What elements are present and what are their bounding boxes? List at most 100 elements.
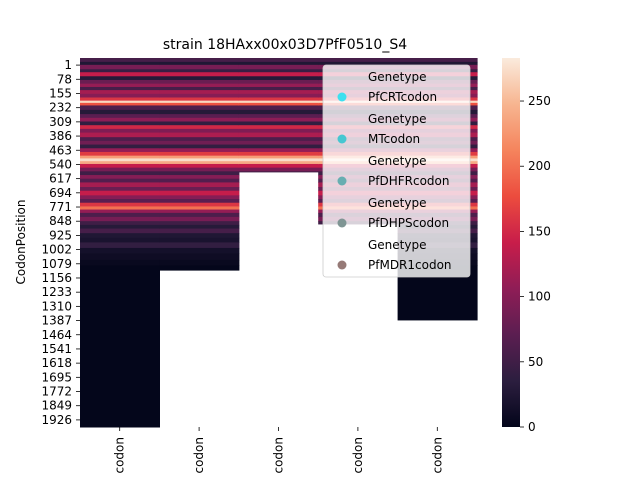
heatmap-cell: [80, 58, 160, 63]
heatmap-cell: [159, 242, 240, 249]
colorbar-bar: [502, 58, 520, 427]
legend-frame: [322, 64, 471, 278]
y-tick-label: 1156: [41, 271, 72, 285]
y-tick-label: 1079: [41, 257, 72, 271]
heatmap-cell: [318, 58, 399, 63]
legend-header: Genetype: [368, 112, 426, 126]
legend-marker: [337, 92, 347, 102]
heatmap-cell: [159, 114, 240, 119]
heatmap-cell: [238, 93, 319, 98]
heatmap-cell: [238, 90, 319, 95]
heatmap-cell: [80, 83, 160, 88]
heatmap-cell: [80, 221, 160, 226]
heatmap-cell: [80, 247, 160, 254]
y-tick-label: 1233: [41, 285, 72, 299]
heatmap-cell: [397, 58, 478, 63]
heatmap-cell: [238, 151, 319, 157]
y-tick-label: 1772: [41, 385, 72, 399]
y-tick-label: 155: [49, 86, 72, 100]
heatmap-cell: [159, 79, 240, 85]
heatmap-cell: [159, 97, 240, 102]
heatmap-cell: [80, 182, 160, 188]
legend-label: PfCRTcodon: [368, 90, 437, 104]
heatmap-cell: [80, 148, 160, 153]
heatmap-cell: [159, 182, 240, 188]
x-tick-label: codon: [113, 437, 127, 474]
heatmap-cell: [80, 61, 160, 66]
y-tick-label: 309: [49, 115, 72, 129]
colorbar-tick-label: 250: [528, 94, 551, 108]
heatmap-cell: [238, 76, 319, 81]
y-tick-label: 1387: [41, 314, 72, 328]
legend-label: PfDHFRcodon: [368, 174, 449, 188]
heatmap-cell: [80, 233, 160, 239]
heatmap-cell: [80, 216, 160, 222]
heatmap-cell: [318, 61, 399, 66]
heatmap-cell: [159, 206, 240, 211]
colorbar: 0 50 100 150 200 250: [502, 58, 551, 434]
heatmap-cell: [238, 161, 319, 165]
legend-label: MTcodon: [368, 132, 420, 146]
heatmap-cell: [238, 86, 319, 91]
heatmap-cell: [238, 148, 319, 153]
heatmap-cell: [80, 178, 160, 183]
y-tick-label: 1310: [41, 299, 72, 313]
heatmap-cell: [80, 144, 160, 149]
x-tick-label: codon: [192, 437, 206, 474]
heatmap-cell: [80, 206, 160, 211]
heatmap-cell: [159, 158, 240, 162]
y-tick-label: 1: [64, 58, 72, 72]
heatmap-cell: [159, 69, 240, 73]
y-tick-label: 1002: [41, 243, 72, 257]
heatmap-cell: [159, 151, 240, 157]
heatmap-cell: [159, 86, 240, 91]
x-axis: codon codon codon codon codon: [113, 427, 444, 474]
heatmap-cell: [238, 140, 319, 146]
heatmap-cell: [80, 114, 160, 119]
heatmap-cell: [80, 259, 160, 266]
heatmap-cell: [159, 259, 240, 266]
heatmap-cell: [159, 175, 240, 180]
heatmap-cell: [80, 167, 160, 172]
heatmap-cell: [80, 224, 160, 230]
heatmap-cell: [238, 144, 319, 149]
heatmap-cell: [159, 224, 240, 230]
legend-header: Genetype: [368, 154, 426, 168]
y-tick-label: 1695: [41, 370, 72, 384]
heatmap-cell: [80, 242, 160, 249]
heatmap-cell: [80, 90, 160, 95]
colorbar-tick-label: 150: [528, 224, 551, 238]
heatmap-cell: [159, 199, 240, 204]
heatmap-cell: [238, 109, 319, 115]
heatmap-cell: [238, 83, 319, 88]
heatmap-cell: [159, 93, 240, 98]
heatmap-cell: [80, 105, 160, 111]
heatmap-cell: [80, 100, 160, 104]
heatmap-cell: [80, 171, 160, 176]
heatmap-cell: [159, 144, 240, 149]
heatmap-cell: [238, 61, 319, 66]
heatmap-cell: [159, 209, 240, 214]
y-tick-label: 1849: [41, 399, 72, 413]
heatmap-cell: [159, 148, 240, 153]
heatmap-cell: [159, 237, 240, 243]
heatmap-cell: [80, 93, 160, 98]
y-tick-label: 771: [49, 200, 72, 214]
heatmap-cell: [80, 76, 160, 81]
y-tick-label: 232: [49, 101, 72, 115]
x-tick-label: codon: [430, 437, 444, 474]
y-tick-label: 925: [49, 228, 72, 242]
y-tick-label: 78: [57, 72, 72, 86]
heatmap-cell: [159, 132, 240, 138]
heatmap-cell: [80, 64, 160, 70]
heatmap-cell: [238, 58, 319, 63]
heatmap-cell: [159, 167, 240, 172]
heatmap-cell: [80, 209, 160, 214]
y-tick-label: 848: [49, 214, 72, 228]
heatmap-cell: [238, 167, 319, 172]
heatmap-cell: [80, 102, 160, 106]
y-tick-label: 1926: [41, 413, 72, 427]
heatmap-cell: [238, 125, 319, 130]
heatmap-cell: [80, 265, 160, 428]
